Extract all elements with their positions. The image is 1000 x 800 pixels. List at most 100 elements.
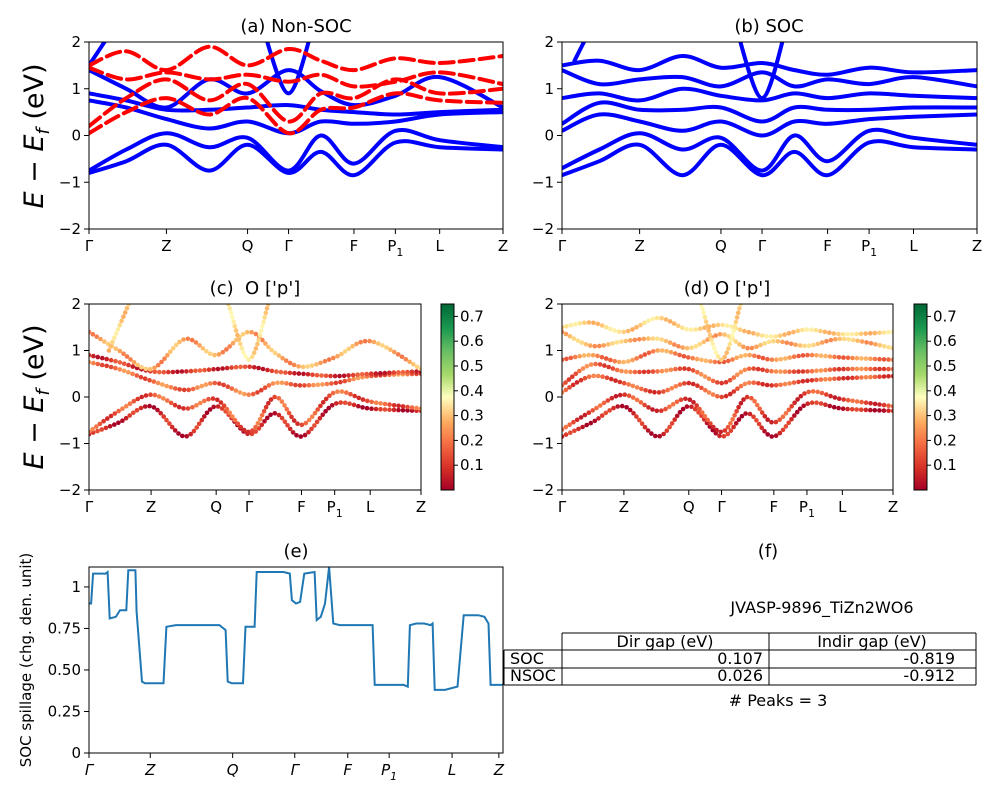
band-dot xyxy=(208,381,213,386)
band-dot xyxy=(797,406,803,412)
band-dot xyxy=(646,405,651,410)
band-dot xyxy=(244,329,250,335)
band-dot xyxy=(578,415,584,420)
band-dot xyxy=(165,352,170,358)
band-dot xyxy=(266,344,271,350)
band-dot xyxy=(738,304,743,307)
band-dot xyxy=(814,353,819,358)
band-dot xyxy=(886,374,891,379)
band-dot xyxy=(269,347,274,353)
band-dot xyxy=(241,427,247,433)
band-dot xyxy=(655,348,660,353)
band-dot xyxy=(690,381,696,387)
band-dot xyxy=(769,357,775,363)
band-dot xyxy=(285,423,290,428)
band-dot xyxy=(352,393,358,399)
panel-f: (f) JVASP-9896_TiZn2WO6 Dir gap (eV) Ind… xyxy=(503,541,977,710)
band-dot xyxy=(710,378,716,384)
band-dot xyxy=(180,433,185,439)
y-tick-label: 1 xyxy=(71,342,81,360)
band-dot xyxy=(195,385,200,390)
band-dot xyxy=(792,400,797,406)
band-dot xyxy=(224,347,229,352)
band-dot xyxy=(813,327,819,333)
band-dot xyxy=(255,421,261,426)
band-dot xyxy=(382,370,388,376)
band-dot xyxy=(764,333,769,339)
band-dot xyxy=(229,386,235,391)
k-tick-label: Q xyxy=(210,498,222,516)
band-dot xyxy=(578,377,584,383)
band-dot xyxy=(654,315,660,321)
band-dot xyxy=(233,364,239,370)
band-dot xyxy=(881,402,887,408)
band-dot xyxy=(632,337,638,343)
band-dot xyxy=(809,400,815,406)
band-dot xyxy=(300,364,306,370)
band-dot xyxy=(158,410,163,416)
band-dot xyxy=(191,428,197,434)
band-dot xyxy=(796,353,801,359)
band-dot xyxy=(627,407,633,413)
band-dot xyxy=(650,369,656,374)
y-tick-label: 0 xyxy=(544,127,554,145)
band-dot xyxy=(562,434,565,439)
band-line-b-5 xyxy=(562,68,977,89)
band-dot xyxy=(663,338,669,344)
band-dot xyxy=(123,415,129,421)
band-dot xyxy=(194,403,199,408)
band-dot xyxy=(705,417,710,423)
band-dot xyxy=(747,380,752,386)
band-dot xyxy=(568,323,574,328)
band-dot xyxy=(788,341,794,347)
band-dot xyxy=(128,357,133,362)
band-dot xyxy=(697,326,703,332)
band-dot xyxy=(738,369,744,375)
band-dot xyxy=(184,369,189,374)
band-line-a-6 xyxy=(265,42,311,96)
band-dot xyxy=(224,365,230,371)
band-dot xyxy=(669,421,675,426)
band-dot xyxy=(354,341,359,347)
colorbar-tick-label: 0.1 xyxy=(460,456,484,474)
band-dot xyxy=(212,380,218,386)
band-dot xyxy=(877,402,882,407)
band-dot xyxy=(783,356,788,361)
band-line-a-7 xyxy=(89,91,503,136)
band-dot xyxy=(253,331,259,337)
band-dot xyxy=(792,413,797,418)
band-dot xyxy=(299,422,305,428)
band-dot xyxy=(634,385,640,390)
y-tick-label: −2 xyxy=(532,481,554,499)
band-dot xyxy=(215,397,220,403)
y-tick-label: 0.25 xyxy=(48,702,81,720)
panel-b: (b) SOC −2 −1 0 1 2 Γ Z Q Γ F P1 L Z xyxy=(532,16,982,259)
band-dot xyxy=(181,337,186,342)
band-dot xyxy=(749,395,754,401)
band-dot xyxy=(780,339,785,345)
band-dot xyxy=(886,408,891,414)
band-dot xyxy=(246,429,251,435)
band-dot xyxy=(216,352,222,357)
panel-a-series xyxy=(89,42,503,178)
band-dot xyxy=(131,398,137,404)
band-dot xyxy=(327,393,332,399)
band-dot xyxy=(819,390,825,396)
band-dot xyxy=(641,336,647,342)
band-dot xyxy=(828,337,834,343)
band-dot xyxy=(766,339,772,345)
panel-e-kticks: Γ Z Q Γ F P1 L Z xyxy=(85,753,505,783)
band-dot xyxy=(676,344,681,349)
band-dot xyxy=(323,409,328,414)
band-dot xyxy=(802,343,807,349)
band-dot xyxy=(272,350,278,356)
band-dot xyxy=(684,326,689,332)
band-dot xyxy=(723,379,729,385)
band-dot xyxy=(760,381,765,387)
band-dot xyxy=(796,369,801,374)
band-dot xyxy=(628,369,633,375)
band-dot xyxy=(155,362,161,368)
band-dot xyxy=(405,408,410,413)
band-dot xyxy=(595,373,601,379)
band-dot xyxy=(226,304,231,307)
